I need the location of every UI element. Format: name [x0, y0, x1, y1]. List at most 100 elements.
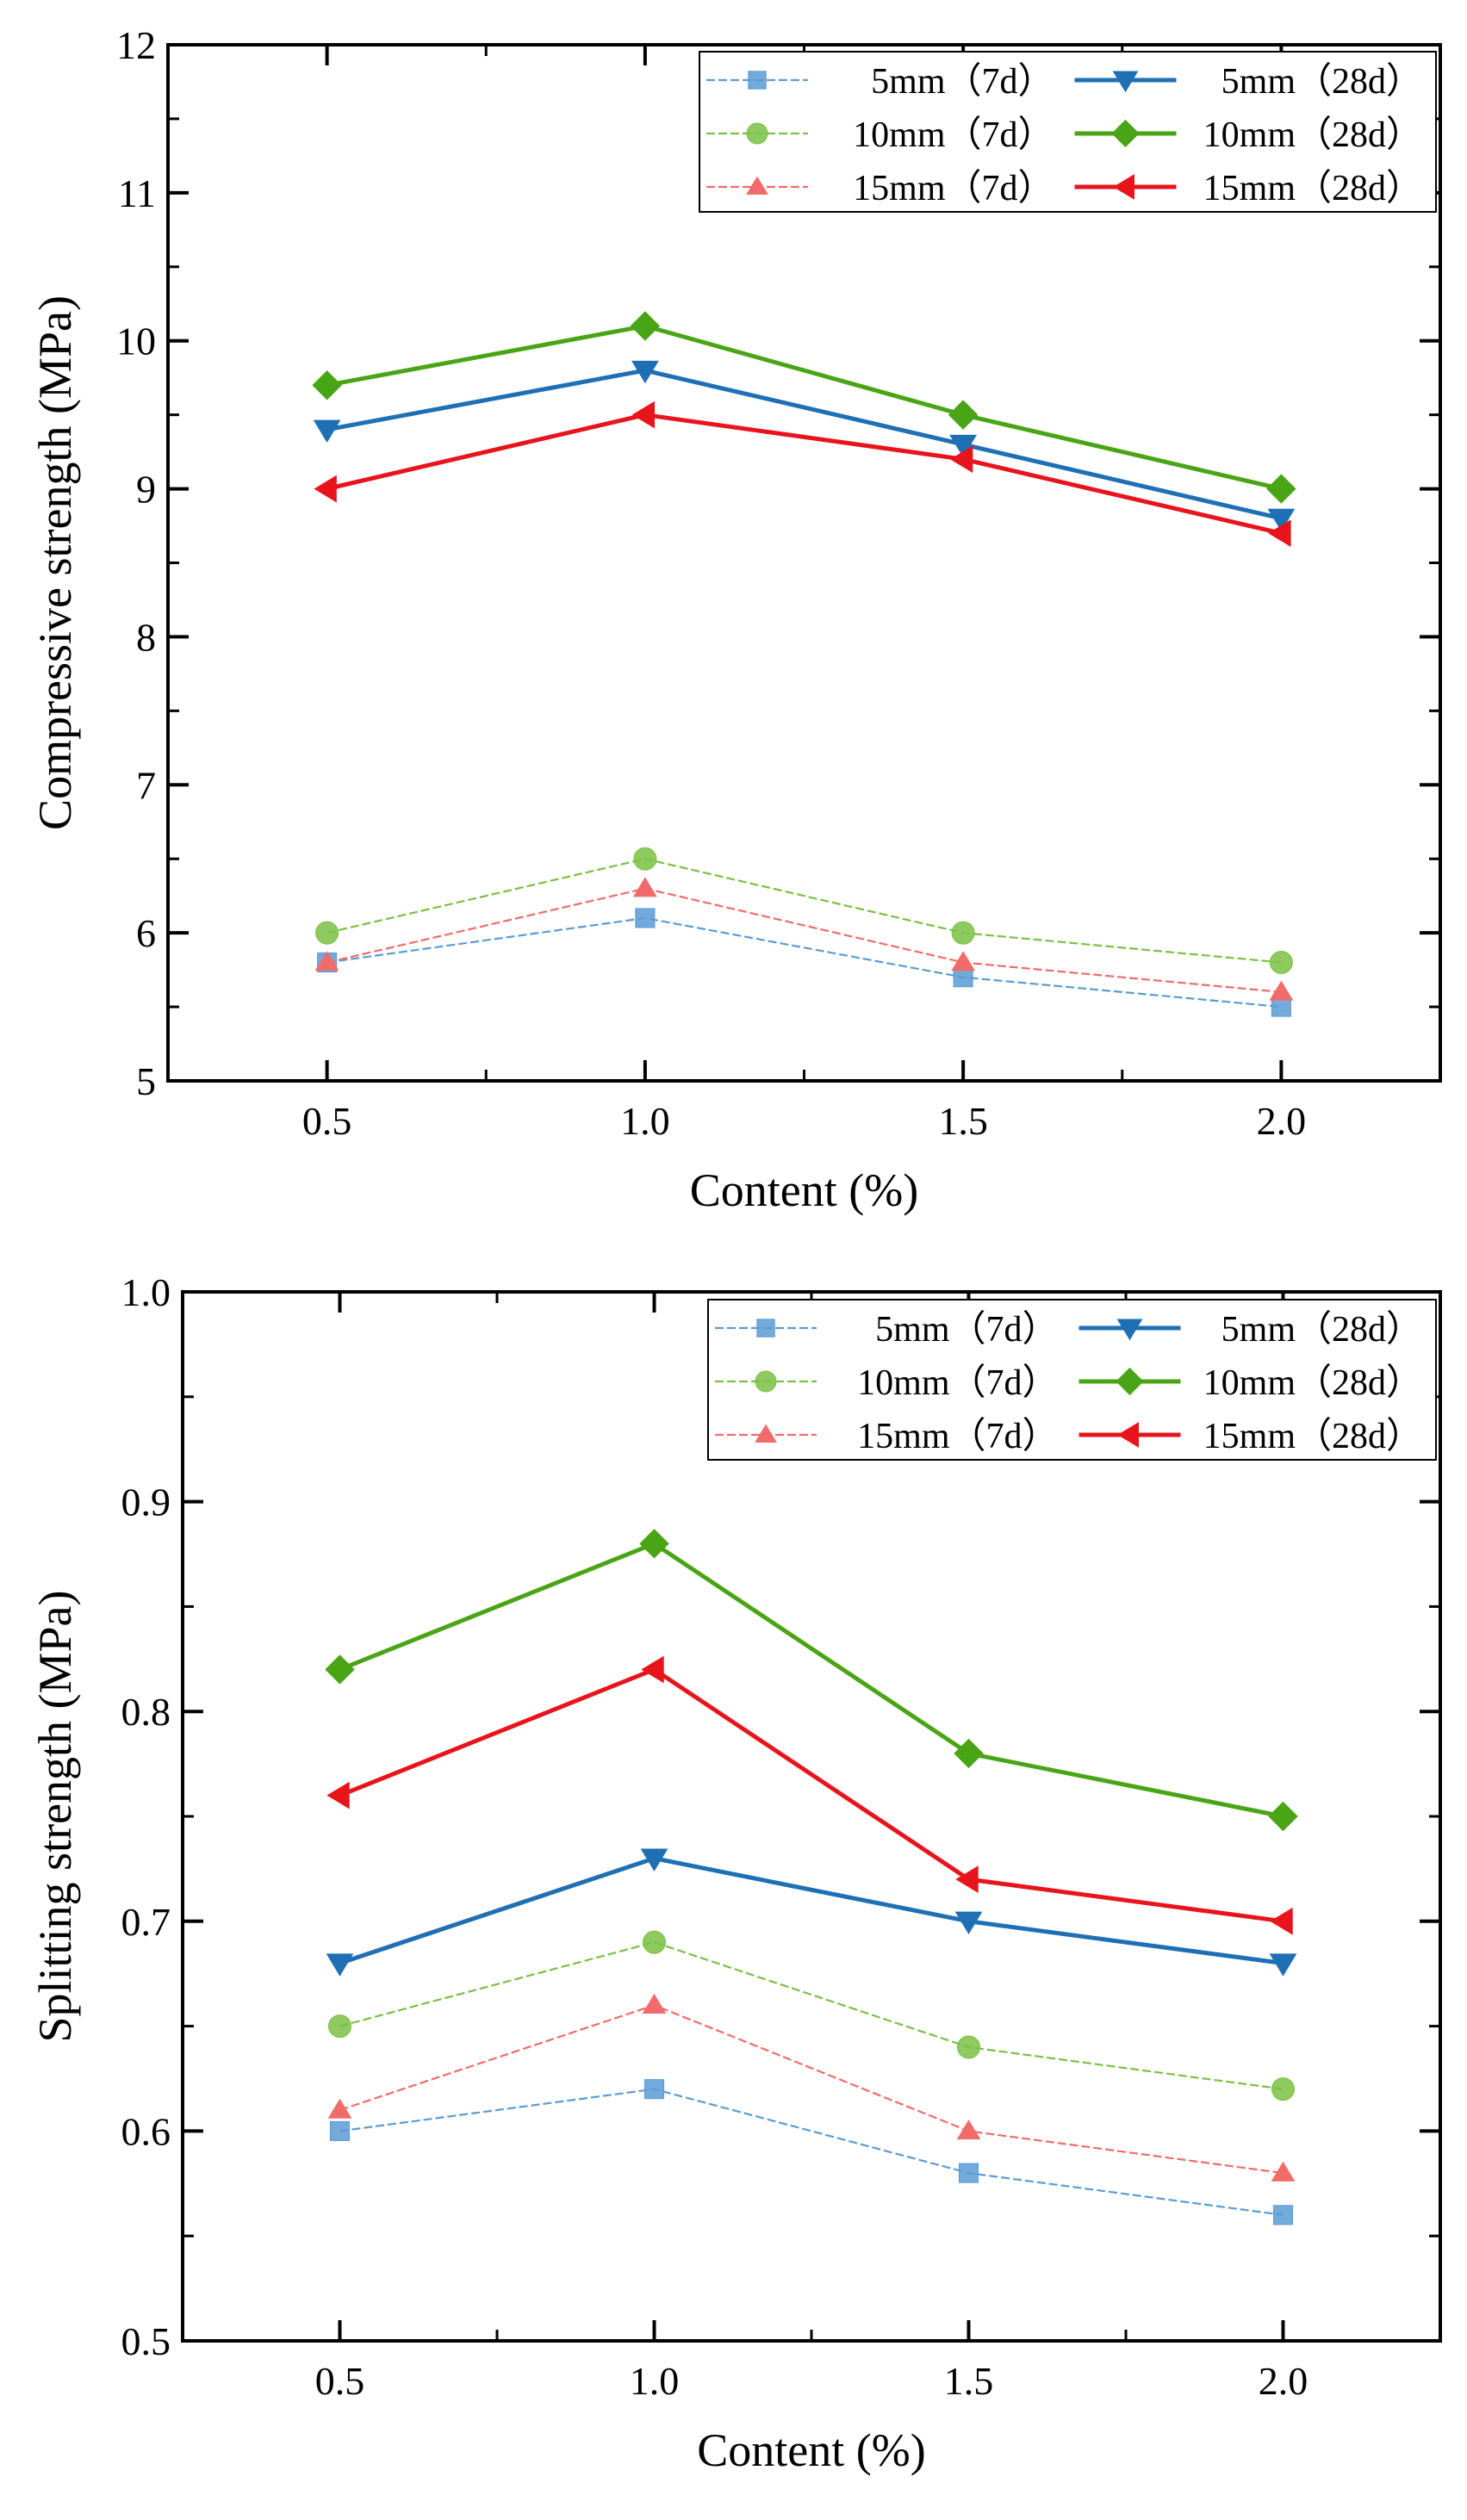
data-point: [954, 1738, 984, 1769]
legend-label: 15mm（28d）: [1203, 169, 1422, 208]
legend-label: 5mm（28d）: [1221, 62, 1422, 102]
legend-marker: [755, 1424, 777, 1443]
data-point: [948, 400, 979, 430]
data-point: [643, 1930, 666, 1954]
y-tick-label: 0.7: [121, 1900, 171, 1944]
x-tick-label: 0.5: [302, 1099, 352, 1143]
legend-box: [699, 51, 1437, 213]
data-point: [957, 2035, 980, 2059]
data-point: [642, 1993, 667, 2014]
x-tick-label: 2.0: [1257, 1099, 1307, 1143]
data-point: [951, 951, 976, 971]
series-line: [339, 1941, 1284, 2090]
x-axis-title: Content (%): [697, 2424, 925, 2476]
y-axis-title: Compressive strength (MPa): [29, 295, 81, 830]
legend-marker: [746, 176, 768, 196]
series-line: [326, 887, 1282, 993]
data-point: [635, 908, 656, 928]
data-point: [326, 1781, 350, 1809]
data-point: [1268, 1801, 1298, 1832]
y-axis: 0.5 0.6 0.7 0.8 0.9 1.0: [121, 1270, 1440, 2363]
y-tick-label: 8: [136, 615, 156, 659]
data-point: [955, 1865, 979, 1893]
series-line: [339, 1667, 1284, 1924]
data-point: [313, 419, 341, 444]
data-point: [949, 445, 973, 474]
data-point: [1268, 519, 1291, 548]
y-tick-label: 0.6: [121, 2109, 171, 2153]
legend-label: 5mm（7d）: [871, 62, 1054, 102]
data-point: [327, 2098, 352, 2119]
data-point: [314, 475, 337, 503]
legend-label: 5mm（7d）: [875, 1310, 1058, 1350]
legend-label: 5mm（28d）: [1221, 1310, 1422, 1350]
data-point: [641, 1655, 664, 1684]
series-4: [314, 877, 1294, 1001]
series-2: [328, 1930, 1295, 2101]
data-point: [1269, 951, 1293, 975]
legend-label: 10mm（7d）: [857, 1363, 1058, 1403]
y-tick-label: 7: [136, 763, 156, 807]
series-line: [326, 916, 1282, 1009]
series-line: [339, 1541, 1284, 1819]
legend-label: 10mm（7d）: [853, 115, 1054, 155]
data-point: [631, 360, 659, 384]
data-point: [951, 921, 975, 945]
x-axis-title: Content (%): [690, 1164, 918, 1216]
series-line: [326, 324, 1282, 492]
data-point: [954, 1911, 983, 1935]
series-0: [317, 908, 1291, 1017]
series-0: [329, 2079, 1294, 2225]
legend-marker: [746, 122, 768, 145]
series-line: [339, 1856, 1284, 1965]
data-point: [1272, 2205, 1294, 2225]
series-5: [326, 1655, 1293, 1935]
y-tick-label: 5: [136, 1059, 156, 1103]
series-1: [326, 1848, 1297, 1977]
series-line: [326, 413, 1282, 536]
data-point: [632, 877, 657, 897]
data-point: [643, 2079, 665, 2100]
x-tick-label: 2.0: [1259, 2359, 1308, 2403]
y-tick-label: 0.8: [121, 1690, 171, 1734]
legend: 5mm（7d） 5mm（28d） 10mm（7d） 10mm（28d） 15mm（7d）…: [707, 1299, 1437, 1461]
data-point: [949, 434, 978, 458]
y-axis-title: Splitting strength (MPa): [29, 1591, 81, 2043]
legend-marker: [1116, 1319, 1143, 1341]
legend-marker: [1111, 119, 1140, 148]
legend-marker: [755, 1370, 777, 1393]
series-line: [339, 2004, 1284, 2175]
y-tick-label: 0.9: [121, 1480, 171, 1524]
splitting-strength-chart: 0.5 0.6 0.7 0.8 0.9 1.0 0.5 1.0 1.5 2.0 Content (%…: [29, 1270, 1442, 2476]
x-tick-label: 1.0: [630, 2359, 680, 2403]
legend-label: 15mm（28d）: [1203, 1417, 1422, 1456]
x-tick-label: 1.5: [944, 2359, 994, 2403]
series-line: [339, 2088, 1284, 2216]
data-point: [639, 1529, 669, 1559]
legend-marker: [1116, 1367, 1144, 1396]
legend: 5mm（7d） 5mm（28d） 10mm（7d） 10mm（28d） 15mm（7d）…: [699, 51, 1437, 213]
data-point: [630, 311, 661, 341]
data-point: [325, 1654, 355, 1685]
data-point: [312, 370, 342, 400]
series-1: [313, 360, 1296, 532]
series-5: [314, 400, 1291, 548]
data-point: [640, 1848, 668, 1871]
legend-marker: [748, 71, 767, 90]
y-tick-label: 11: [118, 171, 156, 215]
data-point: [315, 921, 339, 945]
data-point: [1266, 474, 1296, 504]
series-line: [326, 368, 1282, 521]
y-tick-label: 1.0: [121, 1270, 171, 1314]
y-tick-label: 9: [136, 468, 156, 512]
data-point: [1270, 1907, 1293, 1935]
series-line: [326, 858, 1282, 964]
data-point: [1271, 2077, 1295, 2101]
legend-label: 15mm（7d）: [857, 1417, 1058, 1456]
data-point: [1267, 508, 1296, 532]
data-point: [631, 400, 656, 429]
compressive-strength-chart: 5 6 7 8 9 10 11 12 0.5 1.0 1.5 2.0 Content (%) Compre…: [29, 23, 1442, 1216]
legend-marker: [1112, 71, 1139, 93]
x-axis: 0.5 1.0 1.5 2.0: [181, 1292, 1442, 2403]
